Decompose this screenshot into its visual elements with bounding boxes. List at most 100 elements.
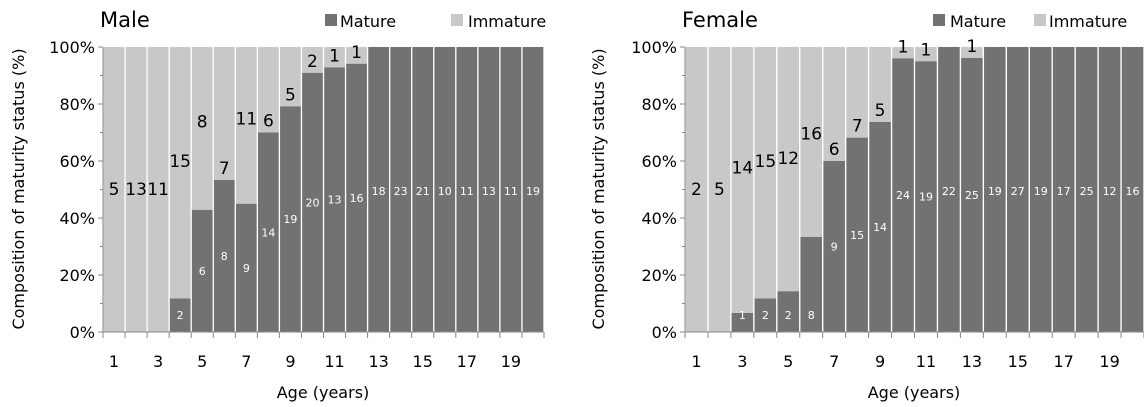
male-x-tick-label: 15 (413, 352, 433, 371)
male-y-axis-title: Composition of maturity status (%) (9, 48, 28, 329)
female-mature-count-label: 19 (988, 185, 1002, 198)
female-immature-count-label: 1 (898, 37, 909, 57)
male-mature-count-label: 13 (482, 185, 496, 198)
female-mature-count-label: 17 (1057, 185, 1071, 198)
male-x-tick-label: 9 (285, 352, 295, 371)
male-x-tick-label: 1 (109, 352, 119, 371)
female-y-tick-label: 100% (631, 38, 677, 57)
male-mature-count-label: 13 (328, 194, 342, 207)
female-bar-immature (755, 47, 777, 298)
male-x-tick-label: 17 (457, 352, 477, 371)
female-bar-immature (732, 47, 754, 313)
male-legend-mature-swatch (325, 14, 337, 26)
male-plot-area: 0%20%40%60%80%100%5 13 1115286781196145192… (49, 38, 544, 371)
male-mature-count-label: 2 (177, 309, 184, 322)
male-x-tick-label: 19 (501, 352, 521, 371)
female-legend-mature-label: Mature (950, 12, 1006, 31)
female-immature-count-label: 6 (829, 140, 840, 160)
female-mature-count-label: 15 (850, 229, 864, 242)
male-mature-count-label: 16 (350, 192, 364, 205)
female-chart-title: Female (682, 8, 758, 32)
male-mature-count-label: 19 (526, 185, 540, 198)
male-chart-title: Male (100, 8, 150, 32)
female-chart-panel: Female Mature Immature Composition of ma… (589, 8, 1144, 402)
male-immature-count-label: 13 (125, 180, 147, 200)
male-y-tick-label: 60% (59, 152, 95, 171)
female-x-tick-label: 17 (1053, 352, 1073, 371)
female-x-tick-label: 9 (875, 352, 885, 371)
male-immature-count-label: 11 (147, 180, 169, 200)
male-mature-count-label: 20 (305, 196, 319, 209)
female-immature-count-label: 5 (875, 101, 886, 121)
male-immature-count-label: 5 (285, 85, 296, 105)
female-mature-count-label: 24 (896, 189, 910, 202)
female-x-axis-title: Age (years) (868, 383, 961, 402)
male-mature-count-label: 6 (199, 265, 206, 278)
male-mature-count-label: 8 (221, 250, 228, 263)
male-immature-count-label: 7 (219, 159, 230, 179)
male-immature-count-label: 1 (351, 43, 362, 63)
male-y-tick-label: 80% (59, 95, 95, 114)
male-immature-count-label: 1 (329, 46, 340, 66)
male-mature-count-label: 11 (504, 185, 518, 198)
female-mature-count-label: 19 (1034, 185, 1048, 198)
male-y-tick-label: 40% (59, 209, 95, 228)
female-y-tick-label: 40% (641, 209, 677, 228)
male-immature-count-label: 8 (197, 112, 208, 132)
female-immature-count-label: 12 (777, 149, 799, 169)
female-immature-count-label: 15 (755, 152, 777, 172)
male-immature-count-label: 6 (263, 112, 274, 132)
female-mature-count-label: 9 (831, 241, 838, 254)
female-mature-count-label: 12 (1103, 185, 1117, 198)
male-immature-count-label: 5 (109, 180, 120, 200)
female-immature-count-label: 2 (691, 180, 702, 200)
male-legend-mature-label: Mature (340, 12, 396, 31)
male-legend-immature-label: Immature (468, 12, 546, 31)
female-mature-count-label: 25 (1080, 185, 1094, 198)
female-y-tick-label: 80% (641, 95, 677, 114)
female-x-tick-label: 1 (691, 352, 701, 371)
male-mature-count-label: 9 (243, 262, 250, 275)
male-mature-count-label: 14 (261, 226, 275, 239)
female-x-tick-label: 13 (962, 352, 982, 371)
female-immature-count-label: 1 (921, 40, 932, 60)
female-mature-count-label: 14 (873, 221, 887, 234)
female-mature-count-label: 27 (1011, 185, 1025, 198)
female-legend-immature-label: Immature (1049, 12, 1127, 31)
female-mature-count-label: 2 (762, 309, 769, 322)
female-x-tick-label: 3 (737, 352, 747, 371)
female-legend-mature-swatch (933, 14, 945, 26)
female-immature-count-label: 14 (732, 159, 754, 179)
female-x-tick-label: 11 (916, 352, 936, 371)
male-x-axis-title: Age (years) (277, 383, 370, 402)
female-y-axis-title: Composition of maturity status (%) (589, 48, 608, 329)
male-mature-count-label: 18 (372, 185, 386, 198)
female-immature-count-label: 5 (714, 180, 725, 200)
female-mature-count-label: 19 (919, 191, 933, 204)
male-x-tick-label: 13 (368, 352, 388, 371)
male-x-tick-label: 11 (324, 352, 344, 371)
male-x-tick-label: 3 (153, 352, 163, 371)
female-plot-area: 0%20%40%60%80%100%2 514115212216869715514… (631, 37, 1144, 371)
female-mature-count-label: 16 (1126, 185, 1140, 198)
female-mature-count-label: 1 (739, 309, 746, 322)
female-y-tick-label: 20% (641, 266, 677, 285)
male-y-tick-label: 20% (59, 266, 95, 285)
female-x-tick-label: 15 (1008, 352, 1028, 371)
female-x-tick-label: 19 (1099, 352, 1119, 371)
male-y-tick-label: 100% (49, 38, 95, 57)
female-mature-count-label: 22 (942, 185, 956, 198)
female-bar-immature (777, 47, 799, 291)
male-bar-immature (170, 47, 191, 298)
male-mature-count-label: 21 (416, 185, 430, 198)
male-mature-count-label: 11 (460, 185, 474, 198)
male-mature-count-label: 10 (438, 185, 452, 198)
male-legend-immature-swatch (451, 14, 463, 26)
male-y-tick-label: 0% (70, 323, 95, 342)
female-mature-count-label: 2 (785, 309, 792, 322)
female-legend-immature-swatch (1034, 14, 1046, 26)
female-mature-count-label: 25 (965, 189, 979, 202)
male-chart-panel: Male Mature Immature Composition of matu… (9, 8, 546, 402)
female-y-tick-label: 0% (652, 323, 677, 342)
